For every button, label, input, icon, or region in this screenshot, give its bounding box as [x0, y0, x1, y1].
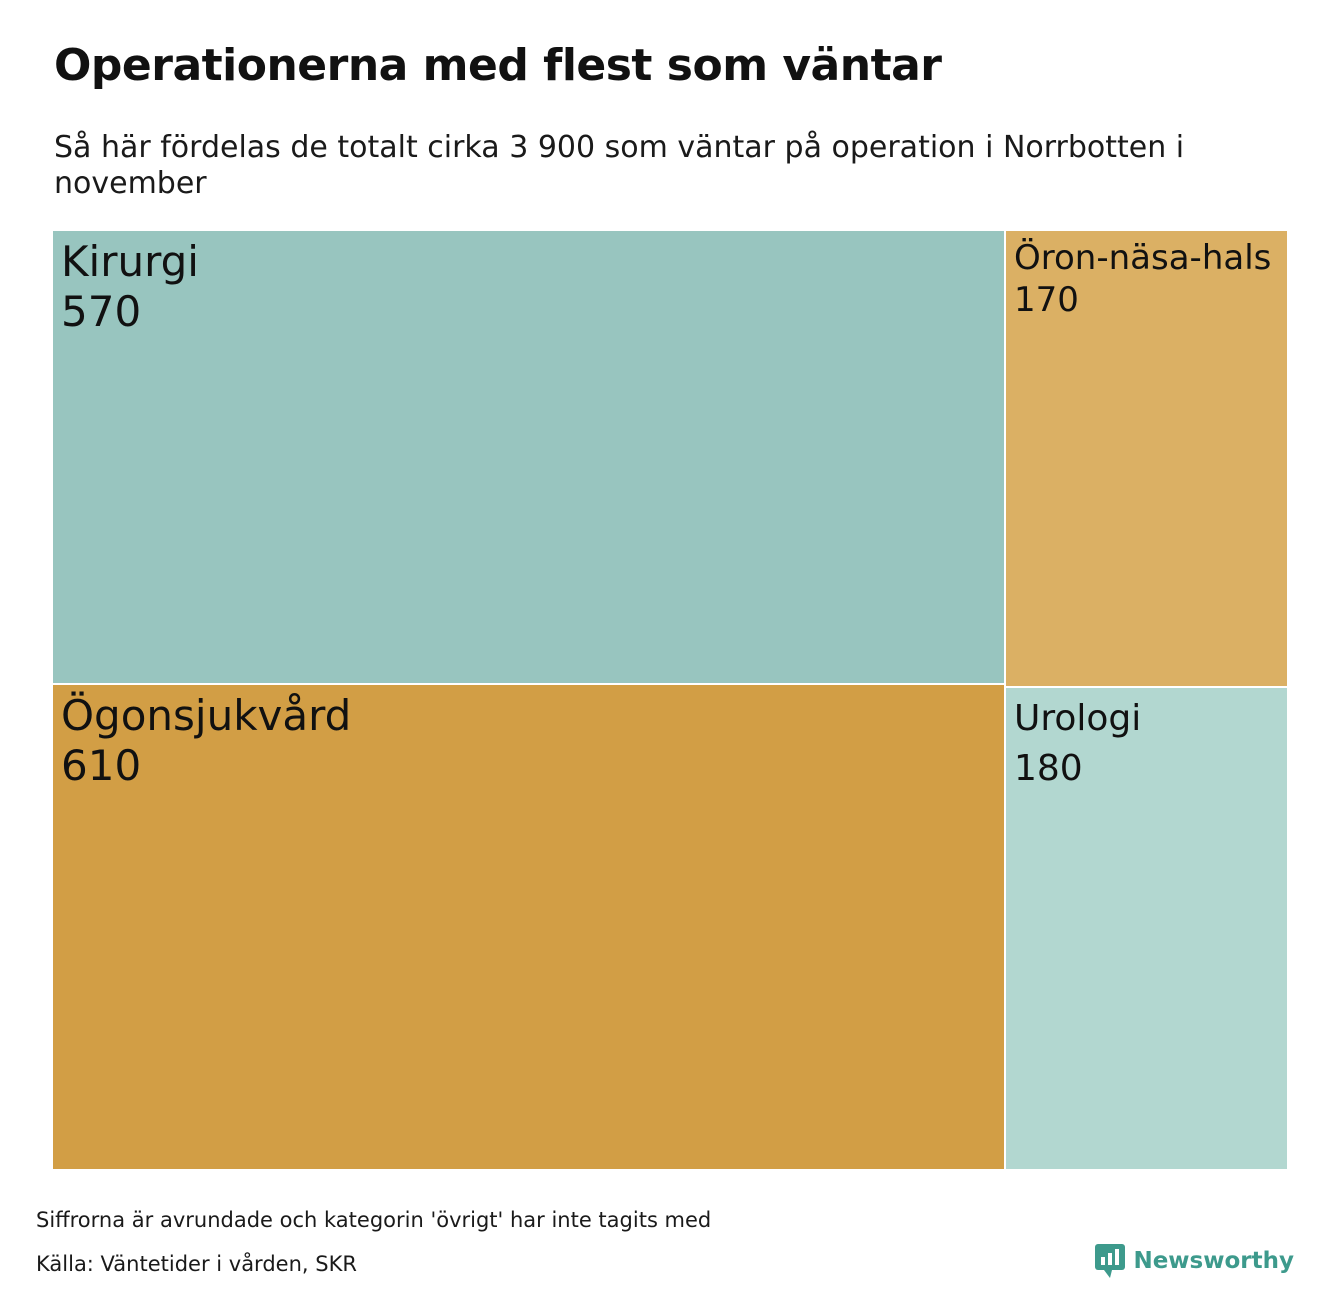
brand-name: Newsworthy	[1133, 1248, 1294, 1274]
chart-subtitle: Så här fördelas de totalt cirka 3 900 so…	[54, 130, 1185, 201]
tile-name: Öron-näsa-hals	[1014, 238, 1272, 278]
chart-title: Operationerna med flest som väntar	[54, 40, 942, 91]
tile-name: Kirurgi	[61, 237, 199, 286]
tile-name: Ögonsjukvård	[61, 691, 352, 740]
tile-kirurgi: Kirurgi 570	[52, 230, 1005, 684]
tile-label: Urologi 180	[1014, 694, 1141, 794]
tile-value: 180	[1014, 748, 1083, 789]
tile-label: Ögonsjukvård 610	[61, 691, 351, 791]
tile-name: Urologi	[1014, 698, 1142, 739]
source-note: Källa: Väntetider i vården, SKR	[36, 1252, 357, 1276]
tile-label: Kirurgi 570	[61, 237, 199, 337]
tile-oron-nasa-hals: Öron-näsa-hals 170	[1005, 230, 1288, 687]
tile-ogonsjukvard: Ögonsjukvård 610	[52, 684, 1005, 1170]
tile-urologi: Urologi 180	[1005, 687, 1288, 1170]
tile-label: Öron-näsa-hals 170	[1014, 237, 1271, 321]
tile-value: 610	[61, 741, 142, 790]
tile-value: 570	[61, 287, 142, 336]
tile-value: 170	[1014, 280, 1079, 320]
newsworthy-logo-icon	[1095, 1244, 1126, 1278]
treemap: Kirurgi 570 Ögonsjukvård 610 Öron-näsa-hals 1…	[52, 230, 1288, 1170]
footnote: Siffrorna är avrundade och kategorin 'öv…	[36, 1208, 712, 1232]
brand: Newsworthy	[1095, 1244, 1294, 1278]
